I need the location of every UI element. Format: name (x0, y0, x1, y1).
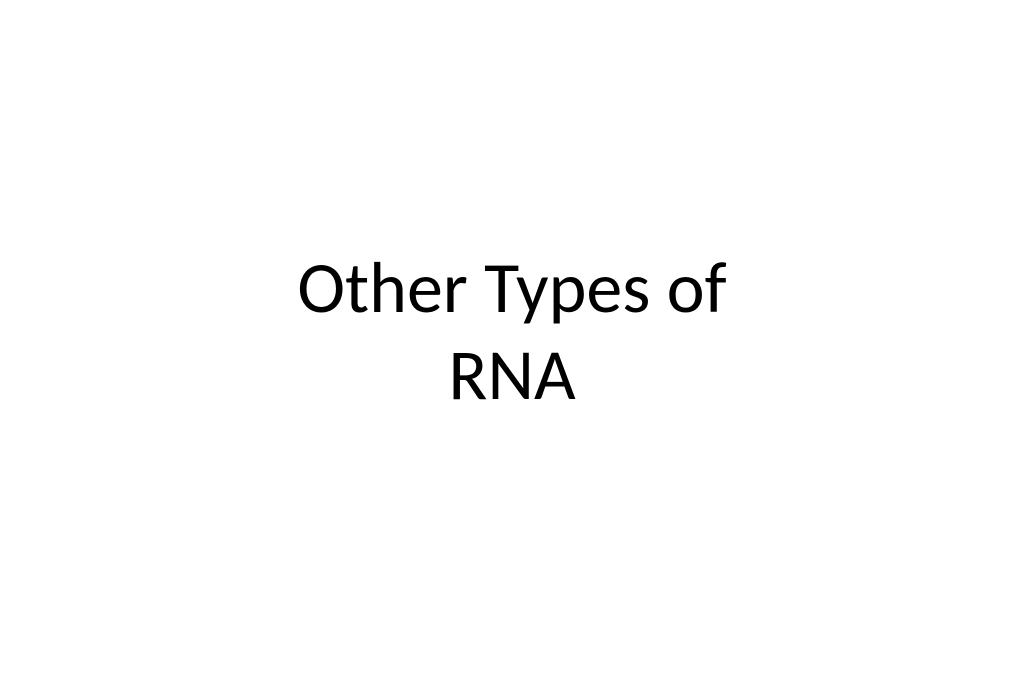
slide-container: Other Types of RNA (0, 0, 1024, 683)
slide-title: Other Types of RNA (297, 245, 726, 418)
